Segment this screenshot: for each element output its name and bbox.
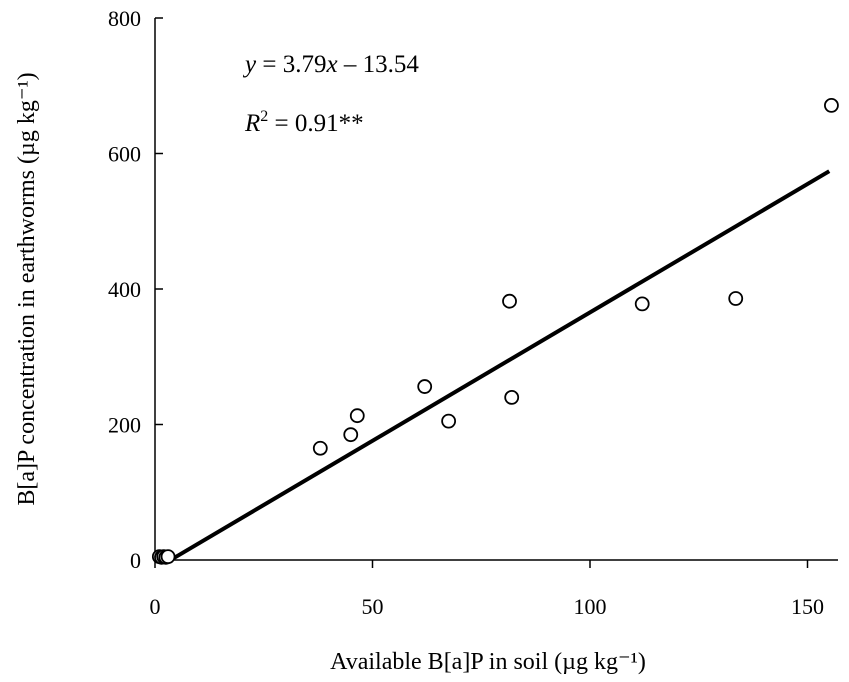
x-axis-title: Available B[a]P in soil (µg kg⁻¹)	[330, 649, 646, 675]
regression-line-group	[169, 169, 831, 562]
data-point	[343, 427, 359, 443]
data-point	[824, 97, 839, 113]
y-axis-ticks: 0 200 400 600 800	[108, 6, 163, 573]
data-points	[151, 97, 839, 565]
y-axis-title: B[a]P concentration in earthworms (µg kg…	[14, 72, 40, 505]
data-point	[504, 389, 520, 405]
regression-line	[169, 169, 831, 562]
data-point	[502, 293, 517, 309]
y-tick-label: 0	[130, 548, 141, 573]
data-point	[160, 549, 176, 565]
data-point	[349, 408, 365, 424]
data-point	[417, 379, 433, 394]
x-tick-label: 50	[362, 594, 384, 619]
y-tick-label: 600	[108, 142, 141, 167]
plot-area: 0 200 400 600 800 0 50 100 150	[108, 6, 839, 619]
x-tick-label: 150	[791, 594, 824, 619]
y-tick-label: 200	[108, 413, 141, 438]
y-tick-label: 400	[108, 277, 141, 302]
data-point	[634, 296, 650, 312]
r-squared-annotation: R2 = 0.91**	[244, 108, 364, 137]
x-tick-label: 100	[574, 594, 607, 619]
data-point	[441, 413, 457, 429]
x-tick-label: 0	[150, 594, 161, 619]
equation-annotation: y = 3.79x – 13.54	[242, 51, 419, 78]
data-point	[312, 440, 328, 456]
y-tick-label: 800	[108, 6, 141, 31]
data-point	[728, 291, 744, 306]
x-axis-ticks: 0 50 100 150	[150, 560, 824, 619]
